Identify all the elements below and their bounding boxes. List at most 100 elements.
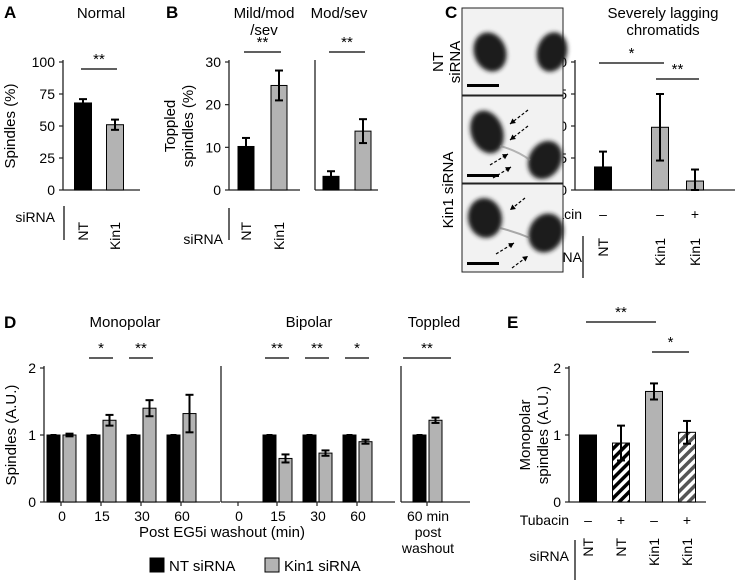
condition-value: NT	[580, 538, 596, 557]
bar-kin1-siRNA	[278, 457, 293, 503]
condition-value: –	[599, 206, 607, 222]
y-tick-label: 2	[553, 360, 561, 376]
chromatin-blob	[536, 32, 568, 72]
y-tick-label: 1	[553, 427, 561, 443]
facet-title: Bipolar	[286, 314, 333, 331]
lagging-chromatid-bridge	[499, 145, 531, 161]
condition-value: –	[650, 512, 658, 528]
panel-letter: A	[4, 3, 16, 22]
condition-value: Kin1	[652, 238, 668, 266]
condition-value: +	[683, 512, 691, 528]
significance-label: **	[93, 51, 105, 68]
y-tick-label: 0	[213, 182, 221, 198]
legend-swatch	[264, 557, 280, 573]
x-tick-label: 30	[134, 508, 150, 524]
condition-value: Kin1	[679, 538, 695, 566]
chromatin-blob	[470, 110, 504, 154]
facet-title: Monopolar	[90, 314, 161, 331]
condition-value: Kin1	[271, 222, 287, 250]
x-tick-label: 60	[174, 508, 190, 524]
lagging-chromatid-bridge	[499, 227, 531, 239]
significance-label: *	[98, 340, 104, 357]
chromatin-blob	[528, 213, 564, 253]
arrow-head-icon	[502, 154, 508, 160]
bar-nt	[74, 102, 92, 191]
bar-nt-siRNA	[86, 434, 101, 503]
y-tick-label: 0	[47, 182, 55, 198]
bar-nt-siRNA	[412, 434, 427, 503]
condition-value: Kin1	[107, 222, 123, 250]
y-tick-label: 0	[28, 494, 36, 510]
bar-nt-siRNA	[342, 434, 357, 503]
condition-value: –	[656, 206, 664, 222]
bar-kin1-siRNA	[62, 434, 77, 503]
facet-toppled: Toppled 60 min post washout **	[400, 314, 470, 556]
arrow-head-icon	[510, 118, 516, 124]
row-label-nt-sirna: NTsiRNA	[430, 41, 464, 84]
bar-nt-siRNA	[166, 434, 181, 503]
panel-letter: C	[445, 3, 457, 22]
legend-label: NT siRNA	[169, 558, 235, 575]
condition-value: +	[617, 512, 625, 528]
y-tick-label: 75	[39, 86, 55, 102]
significance-label: *	[629, 45, 635, 62]
x-tick-label: 60	[350, 508, 366, 524]
chart-panel-A: 0 25 50 75 100 Spindles (%) Normal A ** siRNA NT Ki…	[2, 3, 140, 250]
chromatin-blob	[467, 198, 503, 238]
x-tick-label: 60 min post washout	[401, 508, 454, 556]
panel-title: Normal	[77, 5, 125, 22]
condition-value: NT	[238, 222, 254, 241]
x-axis-label: Post EG5i washout (min)	[139, 524, 305, 541]
arrow-head-icon	[522, 256, 528, 262]
legend-label: Kin1 siRNA	[284, 558, 361, 575]
legend-swatch	[149, 557, 165, 573]
chromatin-blob	[527, 140, 563, 180]
arrow-head-icon	[505, 167, 511, 173]
bar-kin1	[106, 124, 124, 191]
condition-value: NT	[613, 538, 629, 557]
y-tick-label: 1	[28, 427, 36, 443]
y-tick-label: 2	[28, 360, 36, 376]
bar-kin1-siRNA	[102, 419, 117, 503]
y-tick-label: 10	[205, 139, 221, 155]
chart-panel-B1: 0 10 20 30 Toppledspindles (%) Mild/mod/sev B *…	[162, 3, 300, 250]
panel-letter: D	[4, 313, 16, 332]
x-tick-label: 30	[310, 508, 326, 524]
y-tick-label: 25	[39, 150, 55, 166]
x-tick-label: 0	[235, 508, 243, 524]
chart-panel-B2: Mod/sev **	[311, 5, 378, 191]
panel-c-micrographs: NTsiRNA Kin1 siRNA	[430, 7, 568, 273]
y-tick-label: 20	[205, 97, 221, 113]
significance-label: **	[257, 34, 269, 51]
y-axis-label: Spindles (A.U.)	[3, 385, 20, 486]
facet-title: Toppled	[408, 314, 461, 331]
significance-label: **	[672, 61, 684, 78]
condition-value: –	[584, 512, 592, 528]
arrow-head-icon	[510, 134, 516, 140]
scale-bar	[467, 174, 499, 177]
significance-label: **	[615, 304, 627, 321]
panel-title: Mod/sev	[311, 5, 368, 22]
y-tick-label: 100	[32, 54, 56, 70]
x-tick-label: 0	[58, 508, 66, 524]
y-tick-label: 0	[553, 494, 561, 510]
bar-nt	[579, 434, 597, 503]
panel-letter: E	[507, 313, 518, 332]
condition-value: NT	[75, 222, 91, 241]
y-tick-label: 30	[205, 54, 221, 70]
bar-kin1-siRNA	[318, 452, 333, 503]
arrow-icon	[509, 125, 529, 141]
significance-label: **	[135, 340, 147, 357]
significance-label: **	[311, 340, 323, 357]
scale-bar	[467, 84, 499, 87]
panel-letter: B	[166, 3, 178, 22]
condition-label: siRNA	[15, 209, 55, 225]
row-label-kin1-sirna: Kin1 siRNA	[440, 152, 457, 229]
y-tick-label: 50	[39, 118, 55, 134]
scale-bar	[467, 262, 499, 265]
bar-kin1-siRNA	[358, 441, 373, 503]
panel-title: Severely lagging chromatids	[608, 5, 719, 39]
y-axis-label: Monopolarspindles (A.U.)	[517, 386, 552, 484]
